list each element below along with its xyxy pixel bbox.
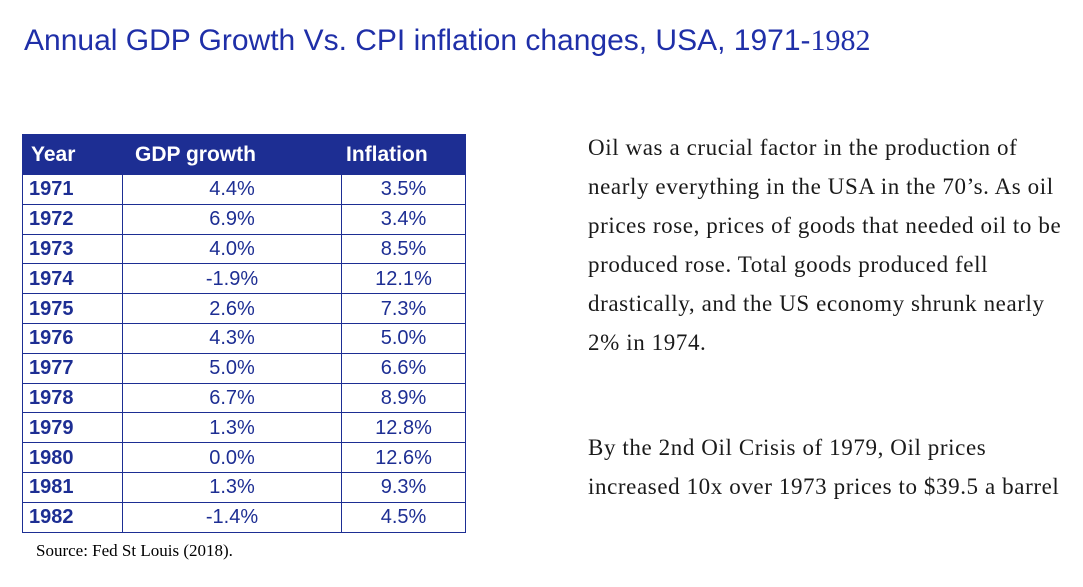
gdp-cell: 4.0%	[122, 233, 342, 265]
inflation-cell: 12.6%	[341, 442, 466, 473]
source-note: Source: Fed St Louis (2018).	[36, 541, 233, 560]
oil-factor-paragraph: Oil was a crucial factor in the producti…	[588, 135, 1062, 355]
gdp-cell: 6.9%	[122, 203, 342, 235]
table-row: 1971 4.4% 3.5%	[22, 174, 466, 205]
table-row: 1976 4.3% 5.0%	[22, 322, 466, 354]
year-cell: 1975	[22, 293, 123, 324]
inflation-cell: 12.1%	[341, 263, 466, 295]
page-title: Annual GDP Growth Vs. CPI inflation chan…	[24, 24, 871, 58]
year-cell: 1977	[22, 352, 123, 384]
table-row: 1973 4.0% 8.5%	[22, 233, 466, 265]
gdp-cell: 1.3%	[122, 471, 342, 503]
year-cell: 1973	[22, 233, 123, 265]
gdp-cell: 0.0%	[122, 442, 342, 473]
inflation-cell: 4.5%	[341, 501, 466, 533]
header-gdp-growth: GDP growth	[122, 134, 342, 175]
inflation-cell: 3.4%	[341, 203, 466, 235]
gdp-cell: -1.4%	[122, 501, 342, 533]
table-row: 1980 0.0% 12.6%	[22, 442, 466, 473]
header-inflation: Inflation	[341, 134, 466, 175]
inflation-cell: 5.0%	[341, 322, 466, 354]
gdp-cell: -1.9%	[122, 263, 342, 295]
gdp-cell: 1.3%	[122, 412, 342, 444]
year-cell: 1982	[22, 501, 123, 533]
gdp-cell: 4.4%	[122, 174, 342, 205]
inflation-cell: 8.5%	[341, 233, 466, 265]
title-main: Annual GDP Growth Vs. CPI inflation chan…	[24, 24, 811, 57]
table-row: 1974 -1.9% 12.1%	[22, 263, 466, 295]
year-cell: 1981	[22, 471, 123, 503]
inflation-cell: 9.3%	[341, 471, 466, 503]
year-cell: 1974	[22, 263, 123, 295]
gdp-cell: 6.7%	[122, 382, 342, 414]
year-cell: 1979	[22, 412, 123, 444]
table-row: 1977 5.0% 6.6%	[22, 352, 466, 384]
gdp-inflation-table: Year GDP growth Inflation 1971 4.4% 3.5%…	[22, 134, 466, 533]
year-cell: 1972	[22, 203, 123, 235]
table-row: 1979 1.3% 12.8%	[22, 412, 466, 444]
table-header-row: Year GDP growth Inflation	[22, 134, 466, 175]
table-row: 1982 -1.4% 4.5%	[22, 501, 466, 533]
table-row: 1975 2.6% 7.3%	[22, 293, 466, 324]
gdp-cell: 5.0%	[122, 352, 342, 384]
table-row: 1978 6.7% 8.9%	[22, 382, 466, 414]
inflation-cell: 3.5%	[341, 174, 466, 205]
table-row: 1972 6.9% 3.4%	[22, 203, 466, 235]
header-year: Year	[22, 134, 123, 175]
year-cell: 1978	[22, 382, 123, 414]
inflation-cell: 7.3%	[341, 293, 466, 324]
year-cell: 1980	[22, 442, 123, 473]
year-cell: 1971	[22, 174, 123, 205]
inflation-cell: 8.9%	[341, 382, 466, 414]
inflation-cell: 6.6%	[341, 352, 466, 384]
gdp-cell: 4.3%	[122, 322, 342, 354]
inflation-cell: 12.8%	[341, 412, 466, 444]
oil-crisis-paragraph: By the 2nd Oil Crisis of 1979, Oil price…	[588, 435, 1060, 499]
year-cell: 1976	[22, 322, 123, 354]
gdp-cell: 2.6%	[122, 293, 342, 324]
table-row: 1981 1.3% 9.3%	[22, 471, 466, 503]
title-end-year: 1982	[810, 24, 871, 57]
